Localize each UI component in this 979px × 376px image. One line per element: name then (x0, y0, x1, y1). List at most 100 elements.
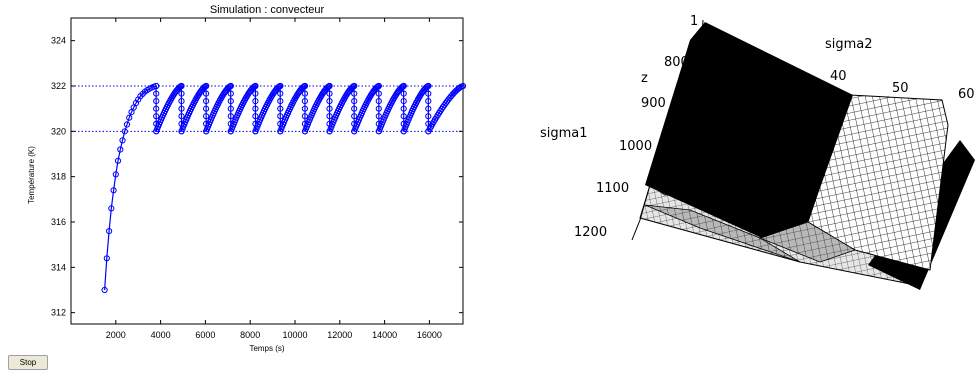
data-point (119, 137, 126, 144)
sigma2-tick-40: 40 (830, 69, 847, 84)
z-axis-label: z (641, 71, 648, 86)
y-tick-label: 324 (51, 36, 66, 46)
data-point (277, 90, 284, 97)
y-tick-label: 318 (51, 172, 66, 182)
z-tick-1: 1 (690, 14, 698, 29)
x-tick-label: 6000 (195, 330, 215, 340)
data-point (400, 90, 407, 97)
stop-button[interactable]: Stop (8, 355, 48, 370)
data-point (203, 105, 210, 112)
data-point (301, 98, 308, 105)
sigma2-tick-60: 60 (958, 87, 975, 102)
data-point (110, 187, 117, 194)
z-tick-800: 800 (664, 55, 689, 70)
data-point (277, 82, 284, 90)
x-tick-label: 14000 (372, 330, 397, 340)
data-point (252, 90, 259, 97)
data-point (400, 105, 407, 112)
data-point (203, 90, 210, 97)
x-axis-label: Temps (s) (249, 344, 284, 353)
x-tick-label: 2000 (106, 330, 126, 340)
data-point (375, 90, 382, 97)
lower-surface-gray (644, 204, 801, 263)
y-axis-label: Température (K) (27, 146, 36, 204)
chart-title: Simulation : convecteur (210, 4, 325, 16)
data-point (227, 128, 234, 135)
data-point (400, 128, 407, 135)
data-point (227, 105, 234, 112)
3d-surface-plot: 1 800 z 900 sigma1 1000 1100 1200 sigma2… (540, 14, 975, 290)
data-point (203, 113, 210, 120)
data-point (459, 82, 467, 90)
sigma2-tick-50: 50 (892, 81, 909, 96)
data-point (101, 286, 108, 294)
data-point (227, 82, 234, 90)
data-point (326, 82, 333, 90)
data-point (203, 120, 210, 127)
x-axis-ticks: 2000 4000 6000 8000 10000 12000 14000 16000 (106, 18, 442, 340)
y-tick-label: 316 (51, 217, 66, 227)
data-point (178, 120, 185, 127)
data-point (117, 146, 124, 153)
data-point (326, 98, 333, 105)
data-point (252, 82, 259, 90)
x-tick-label: 4000 (151, 330, 171, 340)
data-point (114, 157, 122, 164)
data-point (301, 105, 308, 112)
data-point (326, 90, 333, 97)
data-point (375, 105, 382, 112)
data-point (301, 113, 308, 120)
data-point (326, 120, 333, 127)
data-point (178, 98, 185, 105)
data-point (351, 105, 358, 112)
data-point (400, 98, 407, 105)
z-axis-line (631, 19, 704, 241)
plot-area (70, 17, 464, 325)
data-point (375, 128, 382, 135)
data-point (277, 113, 284, 120)
data-point (203, 82, 210, 90)
data-point (178, 90, 185, 97)
data-point (400, 120, 407, 127)
data-point (252, 105, 259, 112)
x-tick-label: 8000 (240, 330, 260, 340)
data-point (227, 120, 234, 127)
data-point (153, 105, 160, 112)
sigma2-axis-label: sigma2 (825, 37, 873, 52)
data-point (227, 113, 234, 120)
data-point (375, 120, 382, 127)
z-tick-1000: 1000 (619, 139, 652, 154)
data-point (425, 120, 432, 127)
data-point (178, 82, 185, 90)
data-point (108, 205, 115, 212)
data-point (153, 90, 160, 97)
data-point (425, 82, 432, 90)
data-point (252, 113, 259, 120)
data-point (277, 98, 284, 105)
data-point (301, 120, 308, 127)
data-point (277, 128, 284, 135)
data-point (277, 105, 284, 112)
data-point (252, 120, 259, 127)
data-point (375, 82, 382, 90)
data-point (252, 98, 259, 105)
data-point (252, 128, 259, 135)
data-point (103, 255, 110, 262)
data-point (400, 113, 407, 120)
data-point (351, 90, 358, 97)
data-point (326, 105, 333, 112)
data-point (121, 128, 128, 135)
data-point (301, 82, 308, 90)
data-point (301, 90, 308, 97)
data-point (227, 98, 234, 105)
data-point (203, 128, 210, 135)
data-point (153, 120, 160, 127)
data-point (178, 128, 185, 135)
data-point (153, 113, 160, 120)
z-tick-1200: 1200 (574, 225, 607, 240)
data-point (326, 113, 333, 120)
z-tick-1100: 1100 (596, 181, 629, 196)
data-point (400, 82, 407, 90)
data-point (301, 128, 308, 135)
data-point (178, 105, 185, 112)
